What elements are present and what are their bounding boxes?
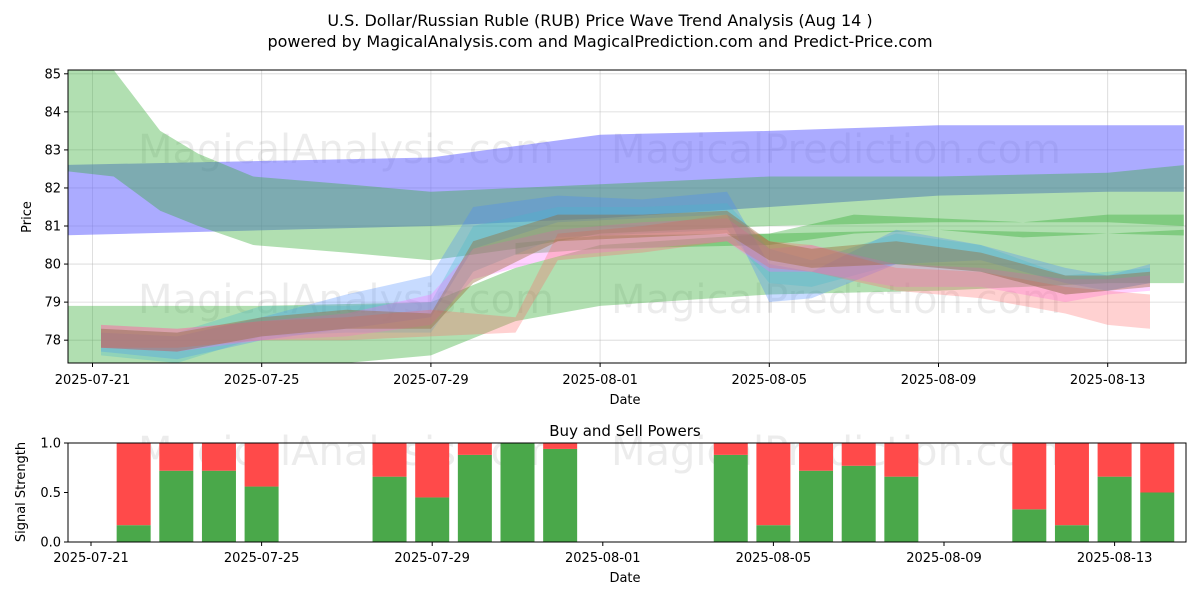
price-wave-band-8 — [101, 214, 1150, 348]
price-x-axis-label: Date — [609, 393, 640, 408]
sell-bar — [244, 443, 279, 487]
price-wave-band-9 — [101, 210, 1150, 352]
buy-bar — [1140, 492, 1175, 542]
signal-x-tick-label: 2025-08-13 — [1077, 551, 1153, 566]
price-y-tick-label: 84 — [44, 105, 61, 120]
signal-x-tick-label: 2025-07-29 — [394, 551, 470, 566]
price-x-tick-label: 2025-08-01 — [562, 373, 638, 388]
sell-bar — [1097, 443, 1132, 477]
sell-bar — [1140, 443, 1175, 493]
sell-bar — [756, 443, 791, 526]
signal-chart-title: Buy and Sell Powers — [549, 422, 701, 440]
buy-bar — [372, 476, 407, 542]
sell-bar — [1054, 443, 1089, 526]
price-x-tick-label: 2025-08-05 — [732, 373, 808, 388]
price-y-axis-label: Price — [20, 201, 35, 233]
sell-bar — [543, 443, 578, 449]
sell-bar — [415, 443, 450, 498]
signal-x-axis-label: Date — [609, 571, 640, 586]
price-panel: MagicalAnalysis.com MagicalPrediction.com… — [44, 67, 1187, 388]
buy-bar — [1097, 476, 1132, 542]
signal-x-tick-label: 2025-08-09 — [906, 551, 982, 566]
sell-bar — [713, 443, 748, 455]
signal-x-tick-label: 2025-07-25 — [224, 551, 300, 566]
buy-bar — [159, 470, 194, 542]
price-y-tick-label: 80 — [44, 258, 61, 273]
buy-bar — [457, 454, 492, 542]
sell-bar — [116, 443, 151, 526]
price-x-tick-label: 2025-08-09 — [901, 373, 977, 388]
watermark-text: MagicalAnalysis.com — [138, 277, 554, 323]
signal-x-tick-label: 2025-07-21 — [53, 551, 129, 566]
price-y-tick-label: 85 — [44, 67, 61, 82]
buy-bar — [543, 448, 578, 542]
price-x-tick-label: 2025-08-13 — [1070, 373, 1146, 388]
signal-y-tick-label: 1.0 — [40, 437, 61, 452]
sell-bar — [457, 443, 492, 455]
signal-x-tick-label: 2025-08-01 — [565, 551, 641, 566]
price-wave-band-2 — [68, 70, 1184, 261]
sell-bar — [841, 443, 876, 466]
price-wave-band-7 — [101, 218, 1150, 352]
watermark-text: MagicalPrediction.com — [611, 277, 1061, 323]
buy-bar — [713, 454, 748, 542]
buy-bar — [884, 476, 919, 542]
price-y-tick-label: 78 — [44, 334, 61, 349]
price-bands — [68, 70, 1184, 363]
buy-bar — [1054, 525, 1089, 542]
price-wave-band-4 — [515, 214, 1184, 255]
price-plot-frame — [67, 69, 1187, 364]
buy-bar — [500, 443, 535, 542]
sell-bar — [1012, 443, 1047, 510]
buy-bar — [1012, 509, 1047, 542]
signal-panel: MagicalAnalysis.com MagicalPrediction.com… — [40, 429, 1187, 566]
watermark-text: MagicalPrediction.com — [611, 429, 1061, 475]
price-wave-band-1 — [68, 125, 1184, 236]
price-y-tick-label: 83 — [44, 143, 61, 158]
price-y-tick-label: 82 — [44, 181, 61, 196]
buy-bar — [841, 465, 876, 542]
signal-y-tick-label: 0.0 — [40, 536, 61, 551]
buy-bar — [244, 486, 279, 542]
price-x-tick-label: 2025-07-25 — [224, 373, 300, 388]
buy-bar — [415, 497, 450, 542]
buy-bar — [116, 525, 151, 542]
price-y-tick-label: 81 — [44, 220, 61, 235]
price-y-tick-label: 79 — [44, 296, 61, 311]
sell-bar — [799, 443, 834, 471]
buy-bar — [756, 525, 791, 542]
signal-y-axis-label: Signal Strength — [14, 442, 29, 542]
signal-y-tick-label: 0.5 — [40, 486, 61, 501]
price-x-tick-label: 2025-07-29 — [393, 373, 469, 388]
sell-bar — [372, 443, 407, 477]
sell-bar — [159, 443, 194, 471]
buy-bar — [799, 470, 834, 542]
price-wave-band-3 — [68, 229, 1184, 363]
buy-bar — [201, 470, 236, 542]
chart-title: U.S. Dollar/Russian Ruble (RUB) Price Wa… — [327, 11, 872, 30]
price-wave-band-5 — [101, 191, 1150, 360]
price-wave-band-6 — [101, 203, 1150, 363]
signal-x-tick-label: 2025-08-05 — [736, 551, 812, 566]
sell-bar — [884, 443, 919, 477]
sell-bar — [201, 443, 236, 471]
price-x-tick-label: 2025-07-21 — [55, 373, 131, 388]
chart-subtitle: powered by MagicalAnalysis.com and Magic… — [267, 32, 932, 51]
